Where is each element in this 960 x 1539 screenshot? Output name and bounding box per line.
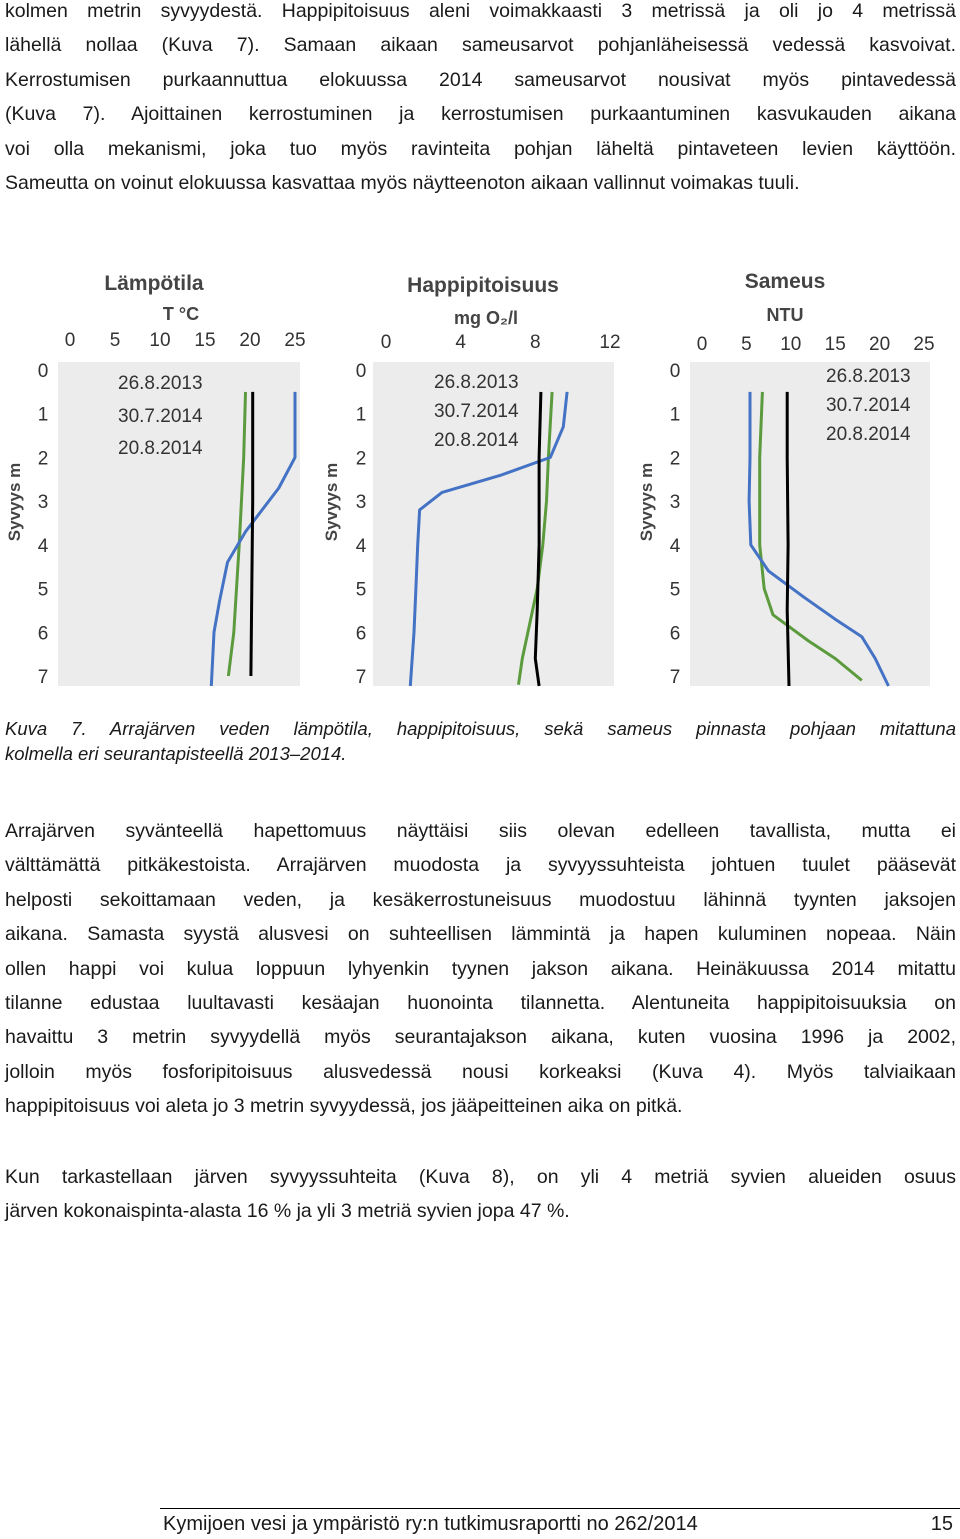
y-axis-label: Syvyys m bbox=[637, 463, 656, 541]
chart-title: Happipitoisuus bbox=[407, 274, 559, 297]
footer-report-title: Kymijoen vesi ja ympäristö ry:n tutkimus… bbox=[163, 1513, 698, 1535]
x-axis-label: mg O₂/l bbox=[454, 308, 518, 328]
paragraph-anoxia: Arrajärven syvänteellä hapettomuus näytt… bbox=[5, 814, 956, 1124]
y-tick-label: 3 bbox=[356, 492, 367, 513]
y-tick-label: 4 bbox=[670, 536, 681, 557]
legend-entry: 30.7.2014 bbox=[826, 395, 911, 416]
series-line-30.7.2014 bbox=[408, 391, 569, 687]
x-tick-label: 25 bbox=[913, 334, 934, 355]
chart-title: Lämpötila bbox=[104, 272, 203, 295]
anoxia-line: helposti sekoittamaan veden, ja kesäkerr… bbox=[5, 888, 956, 911]
x-tick-label: 0 bbox=[381, 332, 392, 353]
plot-area bbox=[690, 362, 930, 686]
y-axis-label: Syvyys m bbox=[5, 463, 24, 541]
anoxia-line: ollen happi voi kulua loppuun lyhyenkin … bbox=[5, 957, 956, 980]
page-number: 15 bbox=[930, 1513, 953, 1535]
series-line-20.8.2014 bbox=[249, 391, 255, 677]
legend-entry: 30.7.2014 bbox=[434, 401, 519, 422]
y-tick-label: 7 bbox=[38, 667, 49, 688]
intro-line: voi olla mekanismi, joka tuo myös ravint… bbox=[5, 137, 956, 160]
legend-entry: 26.8.2013 bbox=[826, 366, 911, 387]
intro-line: Sameutta on voinut elokuussa kasvattaa m… bbox=[5, 172, 800, 195]
legend-entry: 26.8.2013 bbox=[118, 373, 203, 394]
x-tick-label: 15 bbox=[194, 330, 215, 351]
y-tick-label: 3 bbox=[38, 492, 49, 513]
y-tick-label: 7 bbox=[670, 667, 681, 688]
series-line-20.8.2014 bbox=[533, 391, 543, 687]
plot-area bbox=[58, 362, 300, 686]
y-tick-label: 0 bbox=[38, 361, 49, 382]
caption-line: kolmella eri seurantapisteellä 2013–2014… bbox=[5, 743, 347, 764]
y-tick-label: 6 bbox=[38, 623, 49, 644]
anoxia-line: Arrajärven syvänteellä hapettomuus näytt… bbox=[5, 820, 956, 842]
y-tick-label: 4 bbox=[356, 536, 367, 557]
x-tick-label: 8 bbox=[530, 332, 541, 353]
caption-line: Kuva 7. Arrajärven veden lämpötila, happ… bbox=[5, 718, 956, 739]
x-tick-label: 20 bbox=[869, 334, 890, 355]
x-tick-label: 15 bbox=[825, 334, 846, 355]
depth-line: järven kokonaispintа-alasta 16 % ja yli … bbox=[5, 1200, 570, 1223]
y-tick-label: 7 bbox=[356, 667, 367, 688]
x-tick-label: 10 bbox=[780, 334, 801, 355]
y-tick-label: 0 bbox=[670, 361, 681, 382]
y-tick-label: 1 bbox=[38, 405, 49, 426]
y-tick-label: 1 bbox=[670, 405, 681, 426]
x-axis-label: NTU bbox=[767, 305, 804, 325]
y-tick-label: 4 bbox=[38, 536, 49, 557]
y-tick-label: 0 bbox=[356, 361, 367, 382]
intro-line: (Kuva 7). Ajoittainen kerrostuminen ja k… bbox=[5, 103, 956, 126]
chart-title: Sameus bbox=[745, 270, 826, 293]
depth-line: Kun tarkastellaan järven syvyyssuhteita … bbox=[5, 1166, 956, 1188]
paragraph-intro: kolmen metrin syvyydestä. Happipitoisuus… bbox=[5, 0, 956, 200]
y-tick-label: 5 bbox=[356, 580, 367, 601]
legend-entry: 26.8.2013 bbox=[434, 372, 519, 393]
intro-line: kolmen metrin syvyydestä. Happipitoisuus… bbox=[5, 0, 956, 22]
x-tick-label: 0 bbox=[65, 330, 76, 351]
footer-rule bbox=[160, 1508, 960, 1509]
y-tick-label: 3 bbox=[670, 492, 681, 513]
legend-entry: 20.8.2014 bbox=[434, 430, 519, 451]
y-tick-label: 2 bbox=[38, 448, 49, 469]
legend-entry: 30.7.2014 bbox=[118, 406, 203, 427]
x-tick-label: 5 bbox=[741, 334, 752, 355]
series-line-26.8.2013 bbox=[758, 391, 863, 682]
x-tick-label: 4 bbox=[455, 332, 466, 353]
x-tick-label: 10 bbox=[149, 330, 170, 351]
anoxia-line: jolloin myös fosforipitoisuus alusvedess… bbox=[5, 1060, 956, 1083]
x-tick-label: 25 bbox=[284, 330, 305, 351]
figure-caption: Kuva 7. Arrajärven veden lämpötila, happ… bbox=[5, 716, 956, 766]
intro-line: Kerrostumisen purkaannuttua elokuussa 20… bbox=[5, 68, 956, 91]
x-tick-label: 5 bbox=[110, 330, 121, 351]
anoxia-line: happipitoisuus voi aleta jo 3 metrin syv… bbox=[5, 1095, 683, 1118]
y-axis-label: Syvyys m bbox=[322, 463, 341, 541]
y-tick-label: 5 bbox=[670, 580, 681, 601]
y-tick-label: 6 bbox=[670, 623, 681, 644]
x-tick-label: 12 bbox=[599, 332, 620, 353]
y-tick-label: 2 bbox=[670, 448, 681, 469]
legend-entry: 20.8.2014 bbox=[826, 424, 911, 445]
anoxia-line: havaittu 3 metrin syvyydellä myös seuran… bbox=[5, 1026, 956, 1049]
x-tick-label: 20 bbox=[239, 330, 260, 351]
legend-entry: 20.8.2014 bbox=[118, 438, 203, 459]
y-tick-label: 5 bbox=[38, 580, 49, 601]
anoxia-line: välttämättä pitkäkestoista. Arrajärven m… bbox=[5, 854, 956, 877]
intro-line: lähellä nollaa (Kuva 7). Samaan aikaan s… bbox=[5, 34, 956, 57]
x-tick-label: 0 bbox=[697, 334, 708, 355]
y-tick-label: 1 bbox=[356, 405, 367, 426]
series-line-26.8.2013 bbox=[517, 391, 554, 685]
x-axis-label: T °C bbox=[163, 304, 199, 324]
y-tick-label: 2 bbox=[356, 448, 367, 469]
series-line-30.7.2014 bbox=[209, 391, 297, 687]
paragraph-depth: Kun tarkastellaan järven syvyyssuhteita … bbox=[5, 1160, 956, 1229]
y-tick-label: 6 bbox=[356, 623, 367, 644]
anoxia-line: aikana. Samasta syystä alusvesi on suhte… bbox=[5, 923, 956, 946]
series-line-20.8.2014 bbox=[785, 391, 791, 687]
anoxia-line: tilanne edustaa luultavasti kesäajan huo… bbox=[5, 992, 956, 1015]
